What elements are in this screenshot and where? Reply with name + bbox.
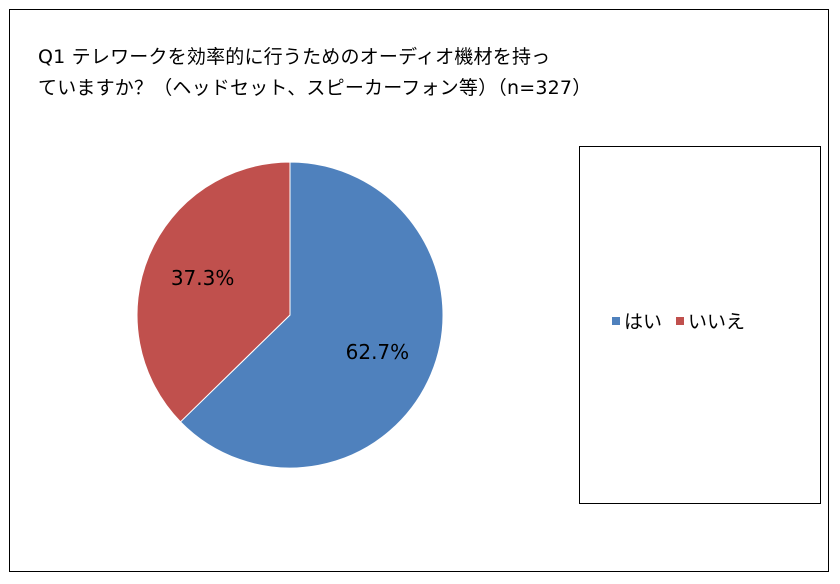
pie-data-label-1: 37.3% <box>171 266 235 290</box>
chart-title-line-1: Q1 テレワークを効率的に行うためのオーディオ機材を持っ <box>38 46 551 68</box>
legend-label-yes: はい <box>624 311 663 333</box>
legend-swatch-no <box>676 316 685 325</box>
legend-label-no: いいえ <box>688 311 746 333</box>
pie-slice-1 <box>136 161 291 423</box>
legend-row: はい いいえ <box>612 307 745 334</box>
pie-chart: 62.7% 37.3% <box>136 161 444 469</box>
chart-title-line-2: ていますか？（ヘッドセット、スピーカーフォン等）（n=327） <box>38 77 592 99</box>
pie-data-label-0: 62.7% <box>346 340 410 364</box>
chart-title: Q1 テレワークを効率的に行うためのオーディオ機材を持っ ていますか？（ヘッドセ… <box>38 42 678 104</box>
legend-swatch-yes <box>612 316 620 325</box>
legend-item-yes: はい <box>612 307 662 334</box>
legend-item-no: いいえ <box>676 307 745 334</box>
pie-slice-0 <box>179 161 444 469</box>
legend: はい いいえ <box>579 146 821 504</box>
chart-frame: Q1 テレワークを効率的に行うためのオーディオ機材を持っ ていますか？（ヘッドセ… <box>9 9 829 572</box>
